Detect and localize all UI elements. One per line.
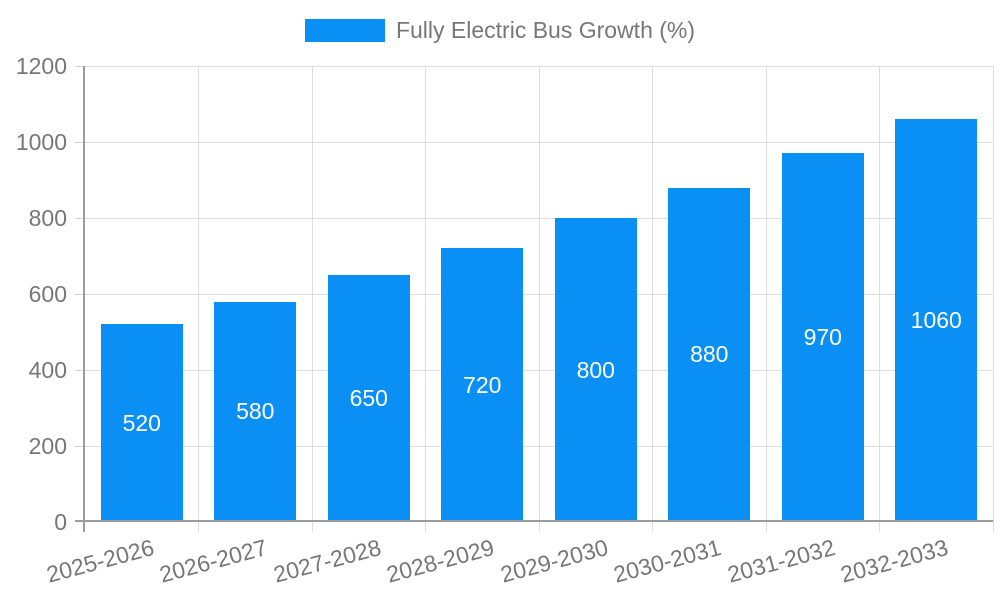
x-tick-label: 2030-2031 [610,534,724,588]
plot-area: 0 200 400 600 800 1000 1200 520 580 650 720 800 880 9… [16,53,994,588]
bar-value-label: 970 [803,324,842,351]
bar[interactable]: 800 [554,218,637,522]
y-tick-label: 1200 [15,53,67,79]
bar[interactable]: 880 [668,187,751,522]
legend-item[interactable]: Fully Electric Bus Growth (%) [0,17,1000,44]
x-tick-label: 2029-2030 [497,534,611,588]
legend-label: Fully Electric Bus Growth (%) [395,17,696,43]
v-gridline [425,66,426,532]
bar-value-label: 1060 [910,307,962,334]
x-axis-line [75,520,993,522]
v-gridline [311,66,313,532]
y-tick-mark [75,141,85,143]
v-gridline [879,66,880,532]
y-tick-mark [75,65,85,67]
y-tick-label: 200 [28,433,67,459]
bar-value-label: 720 [463,371,502,398]
y-tick-mark [75,217,85,219]
v-gridline [992,66,994,532]
v-gridline [765,66,767,532]
bar-value-label: 520 [122,409,161,436]
y-axis-line [83,66,85,532]
y-tick-label: 0 [54,509,67,535]
v-gridline [538,66,540,532]
v-gridline [652,66,653,532]
bar[interactable]: 520 [100,324,183,522]
x-tick-label: 2028-2029 [383,534,497,588]
v-gridline [198,66,199,532]
x-tick-label: 2027-2028 [270,534,384,588]
y-tick-mark [75,369,85,371]
bar-value-label: 880 [690,341,729,368]
bar-value-label: 650 [349,385,388,411]
bar[interactable]: 970 [781,153,864,522]
x-tick-label: 2026-2027 [156,534,270,588]
bar-value-label: 800 [576,356,615,383]
x-tick-label: 2025-2026 [43,534,157,588]
x-tick-label: 2032-2033 [837,534,951,588]
bar-value-label: 580 [236,398,275,425]
y-tick-mark [75,293,85,295]
legend-swatch [304,19,385,42]
x-tick-label: 2031-2032 [724,534,838,588]
bar[interactable]: 720 [441,248,524,522]
y-tick-label: 600 [28,281,67,307]
y-tick-mark [75,445,85,447]
y-tick-label: 400 [28,357,67,383]
bar[interactable]: 650 [327,275,410,522]
y-tick-label: 800 [28,205,67,231]
bar[interactable]: 1060 [895,119,978,522]
y-tick-label: 1000 [15,129,67,155]
bar[interactable]: 580 [214,301,297,522]
